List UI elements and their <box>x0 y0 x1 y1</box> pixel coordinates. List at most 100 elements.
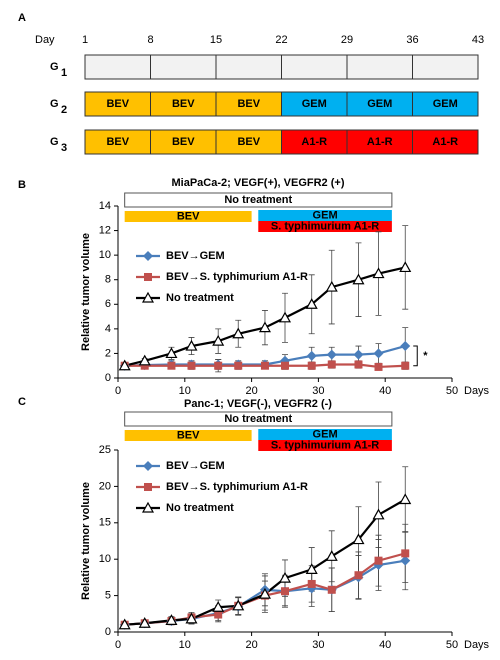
marker <box>165 614 178 625</box>
panel-label: A <box>18 12 26 24</box>
schedule-cell <box>150 129 217 155</box>
marker <box>399 261 412 273</box>
marker <box>165 347 178 359</box>
y-tick-label: 4 <box>105 323 111 335</box>
treatment-label: BEV <box>177 429 200 441</box>
day-label: Day <box>35 34 55 46</box>
treatment-label: S. typhimurium A1-R <box>271 439 379 451</box>
marker <box>326 349 337 360</box>
x-tick-label: 20 <box>245 385 257 397</box>
legend-marker <box>141 291 155 303</box>
marker <box>214 610 223 619</box>
legend-marker <box>143 251 153 261</box>
marker <box>401 361 410 370</box>
marker <box>327 585 336 594</box>
schedule-cell <box>346 54 413 80</box>
y-tick-label: 25 <box>99 444 111 456</box>
schedule-cell <box>84 129 151 155</box>
y-tick-label: 6 <box>105 298 111 310</box>
day-tick-label: 36 <box>406 34 418 46</box>
y-tick-label: 10 <box>99 553 111 565</box>
marker <box>258 321 271 333</box>
marker <box>212 601 225 612</box>
treatment-label: No treatment <box>224 194 292 206</box>
x-tick-label: 0 <box>115 385 121 397</box>
treatment-label: GEM <box>313 428 338 440</box>
schedule-cell <box>412 54 479 80</box>
schedule-cell <box>150 54 217 80</box>
x-axis-label: Days <box>464 385 490 397</box>
schedule-cell <box>84 91 151 117</box>
treatment-label: BEV <box>177 210 200 222</box>
x-tick-label: 10 <box>179 385 191 397</box>
schedule-cell <box>84 54 151 80</box>
y-tick-label: 10 <box>99 249 111 261</box>
group-subscript: 1 <box>61 67 67 79</box>
y-tick-label: 8 <box>105 274 111 286</box>
marker <box>307 361 316 370</box>
group-label: G <box>50 136 59 148</box>
treatment-label: No treatment <box>224 413 292 425</box>
treatment-label: GEM <box>313 209 338 221</box>
treatment-bar <box>258 440 392 451</box>
x-tick-label: 30 <box>312 639 324 651</box>
x-tick-label: 30 <box>312 385 324 397</box>
cell-label: BEV <box>237 98 260 110</box>
marker <box>400 341 411 352</box>
legend-marker <box>141 501 155 513</box>
marker <box>373 348 384 359</box>
legend-marker <box>143 461 153 471</box>
cell-label: GEM <box>433 98 458 110</box>
cell-label: BEV <box>237 136 260 148</box>
legend-marker <box>144 273 152 281</box>
x-tick-label: 40 <box>379 385 391 397</box>
y-tick-label: 12 <box>99 224 111 236</box>
day-tick-label: 43 <box>472 34 484 46</box>
significance-bracket <box>413 345 418 367</box>
marker <box>325 550 338 561</box>
legend-marker <box>144 483 152 491</box>
schedule-cell <box>215 54 282 80</box>
day-tick-label: 22 <box>275 34 287 46</box>
schedule-cell <box>412 129 479 155</box>
cell-label: BEV <box>106 136 129 148</box>
group-label: G <box>50 61 59 73</box>
marker <box>138 354 151 366</box>
marker <box>185 339 198 351</box>
marker <box>352 273 365 285</box>
marker <box>401 549 410 558</box>
marker <box>352 533 365 545</box>
y-tick-label: 0 <box>105 372 111 384</box>
treatment-bar <box>258 221 392 232</box>
marker <box>260 361 269 370</box>
cell-label: BEV <box>106 98 129 110</box>
schedule-cell <box>215 91 282 117</box>
treatment-bar <box>124 430 252 441</box>
group-subscript: 3 <box>61 142 67 154</box>
marker <box>306 350 317 361</box>
panel-label: B <box>18 179 26 191</box>
y-tick-label: 15 <box>99 517 111 529</box>
group-subscript: 2 <box>61 104 67 116</box>
legend-label: BEV→S. typhimurium A1-R <box>166 271 308 283</box>
x-tick-label: 20 <box>245 639 257 651</box>
treatment-bar <box>124 411 393 427</box>
day-tick-label: 15 <box>210 34 222 46</box>
x-tick-label: 0 <box>115 639 121 651</box>
marker <box>258 587 271 599</box>
marker <box>278 571 292 583</box>
marker <box>118 359 131 371</box>
x-tick-label: 50 <box>446 385 458 397</box>
treatment-bar <box>258 210 392 221</box>
treatment-bar <box>124 192 393 208</box>
schedule-cell <box>281 129 348 155</box>
marker <box>307 579 316 588</box>
marker <box>327 360 336 369</box>
marker <box>281 361 289 370</box>
marker <box>167 361 176 370</box>
y-axis-label: Relative tumor volume <box>80 233 92 351</box>
marker <box>372 508 385 520</box>
y-tick-label: 5 <box>105 590 111 602</box>
y-tick-label: 20 <box>99 480 111 492</box>
